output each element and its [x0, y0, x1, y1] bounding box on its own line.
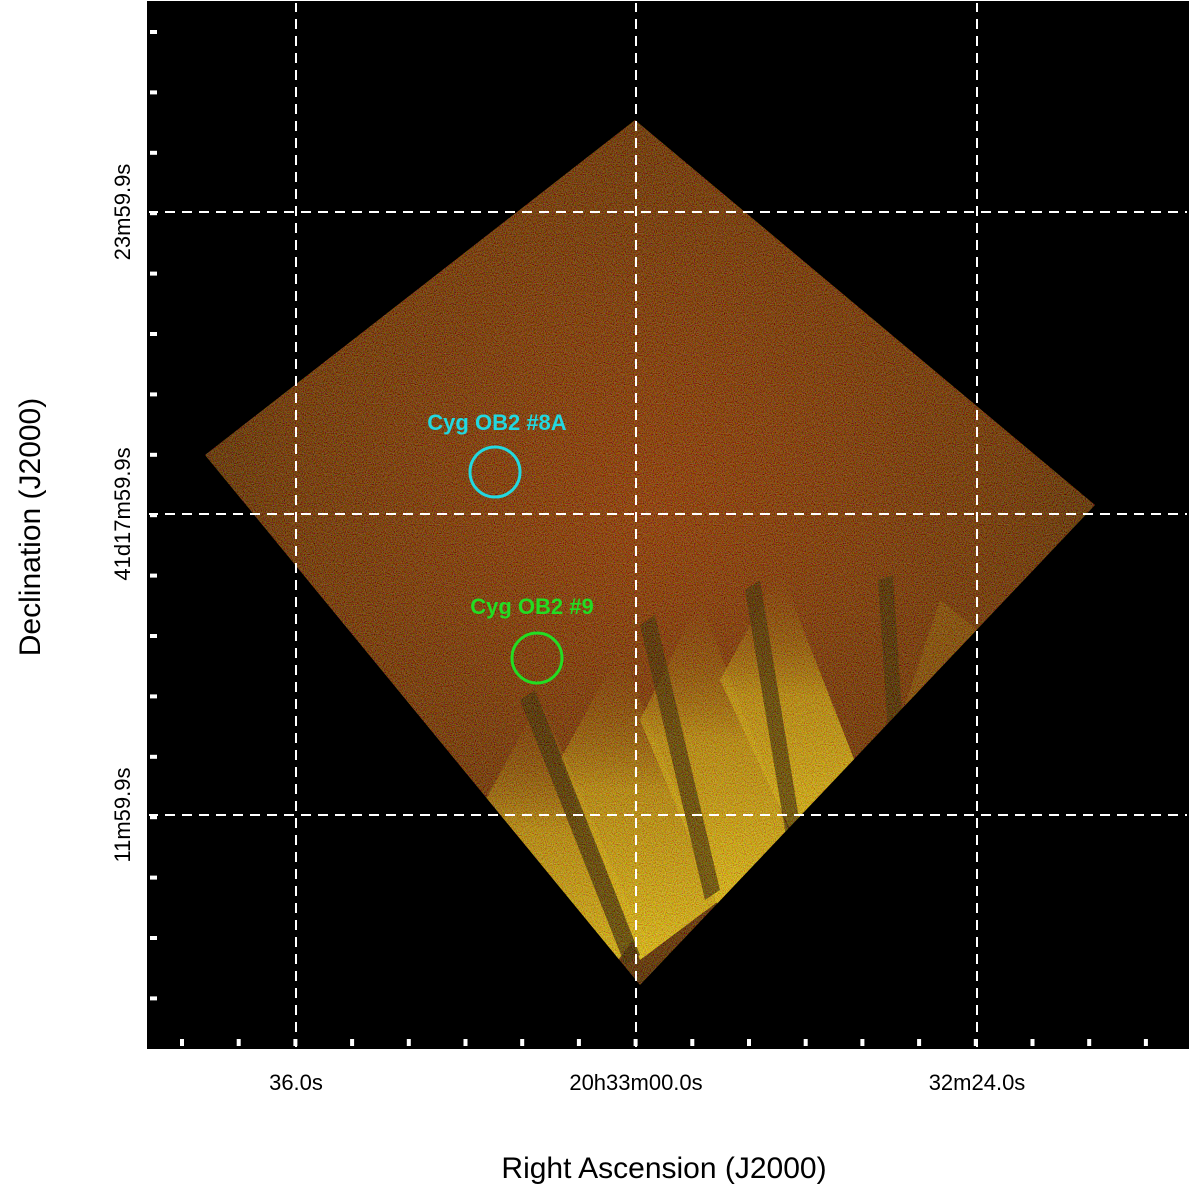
- source-label-9: Cyg OB2 #9: [470, 594, 594, 619]
- x-tick-label-1: 36.0s: [269, 1070, 323, 1095]
- minor-tick-left: [150, 815, 157, 820]
- y-tick-label-1: 23m59.9s: [110, 164, 135, 261]
- minor-tick-bottom: [350, 1039, 355, 1046]
- minor-tick-bottom: [463, 1039, 468, 1046]
- x-axis-title: Right Ascension (J2000): [501, 1152, 826, 1185]
- source-circle-8a: [468, 445, 522, 499]
- minor-tick-bottom: [520, 1039, 525, 1046]
- minor-tick-left: [150, 875, 157, 880]
- minor-tick-bottom: [860, 1039, 865, 1046]
- minor-tick-bottom: [406, 1039, 411, 1046]
- minor-tick-left: [150, 332, 157, 336]
- minor-ticks: [150, 30, 1148, 1046]
- minor-tick-left: [150, 513, 157, 518]
- minor-tick-left: [150, 30, 157, 34]
- plot-frame: [147, 1, 1189, 1049]
- minor-tick-left: [150, 452, 157, 457]
- minor-tick-bottom: [690, 1039, 695, 1046]
- minor-tick-left: [150, 392, 157, 397]
- minor-tick-bottom: [973, 1039, 978, 1046]
- source-marker-cyg-ob2-8a: Cyg OB2 #8A: [427, 410, 567, 499]
- minor-tick-left: [150, 754, 157, 759]
- y-tick-label-2: 41d17m59.9s: [110, 447, 135, 580]
- minor-tick-bottom: [293, 1039, 298, 1046]
- minor-tick-left: [150, 936, 157, 940]
- y-axis-title: Declination (J2000): [14, 398, 47, 656]
- minor-tick-bottom: [1030, 1039, 1035, 1046]
- coordinate-grid: [148, 2, 1188, 1048]
- minor-tick-bottom: [747, 1039, 751, 1046]
- minor-tick-bottom: [180, 1039, 184, 1046]
- minor-tick-bottom: [917, 1039, 922, 1046]
- source-label-8a: Cyg OB2 #8A: [427, 410, 566, 435]
- minor-tick-bottom: [1143, 1039, 1148, 1046]
- minor-tick-bottom: [236, 1039, 241, 1046]
- minor-tick-left: [150, 271, 157, 276]
- source-marker-cyg-ob2-9: Cyg OB2 #9: [470, 594, 594, 685]
- minor-tick-left: [150, 211, 157, 216]
- minor-tick-left: [150, 694, 157, 699]
- minor-tick-left: [150, 573, 157, 578]
- minor-tick-bottom: [803, 1039, 808, 1046]
- minor-tick-bottom: [576, 1039, 581, 1046]
- minor-tick-left: [150, 634, 157, 638]
- minor-tick-left: [150, 90, 157, 95]
- minor-tick-left: [150, 150, 157, 155]
- y-tick-label-3: 11m59.9s: [110, 768, 135, 863]
- x-tick-label-2: 20h33m00.0s: [569, 1070, 702, 1095]
- minor-tick-bottom: [1087, 1039, 1092, 1046]
- minor-tick-bottom: [633, 1039, 638, 1046]
- x-tick-label-3: 32m24.0s: [929, 1070, 1026, 1095]
- minor-tick-left: [150, 996, 157, 1001]
- source-circle-9: [510, 631, 564, 685]
